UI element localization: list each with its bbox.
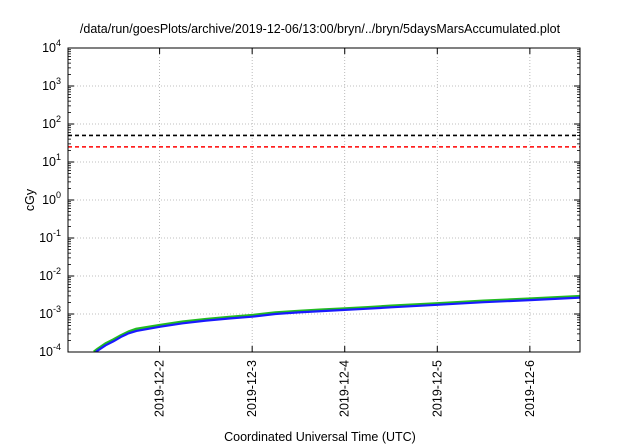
y-tick-label: 101 — [42, 152, 61, 169]
y-tick-label: 100 — [42, 190, 61, 207]
y-tick-label: 103 — [42, 76, 61, 93]
y-tick-label: 10-4 — [39, 342, 61, 359]
y-tick-label: 10-3 — [39, 304, 61, 321]
x-tick-label: 2019-12-5 — [430, 360, 444, 417]
series-line-1 — [93, 294, 580, 352]
y-tick-label: 10-2 — [39, 266, 61, 283]
x-tick-label: 2019-12-2 — [153, 360, 167, 417]
x-tick-label: 2019-12-6 — [523, 360, 537, 417]
y-tick-label: 10-1 — [39, 228, 61, 245]
series-line-2 — [94, 296, 580, 352]
chart-title: /data/run/goesPlots/archive/2019-12-06/1… — [79, 22, 561, 36]
x-axis-label: Coordinated Universal Time (UTC) — [224, 430, 416, 444]
plot-frame — [67, 47, 581, 353]
x-tick-label: 2019-12-3 — [245, 360, 259, 417]
y-tick-label: 104 — [42, 38, 61, 55]
y-tick-label: 102 — [42, 114, 61, 131]
x-tick-label: 2019-12-4 — [338, 360, 352, 417]
